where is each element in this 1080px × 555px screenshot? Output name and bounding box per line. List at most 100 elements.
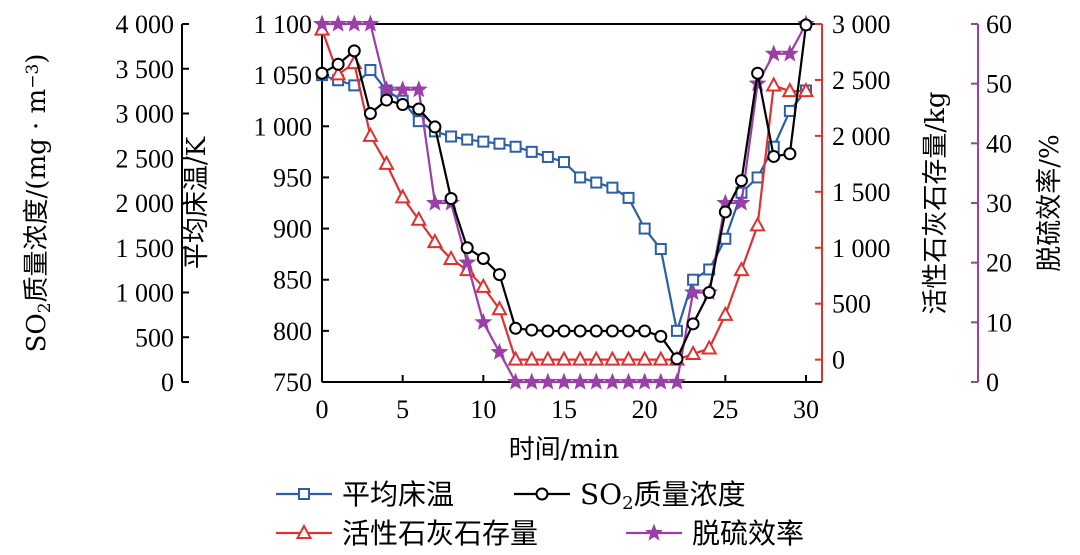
data-point-efficiency — [555, 372, 573, 390]
data-point-limestone — [329, 65, 347, 81]
data-point-limestone — [571, 350, 589, 366]
data-point-limestone — [491, 300, 508, 316]
so2-tick-label: 1 000 — [116, 279, 175, 308]
data-point-so2 — [460, 241, 474, 255]
data-point-limestone — [507, 350, 524, 366]
data-point-efficiency — [780, 44, 799, 62]
data-point-limestone — [362, 126, 379, 142]
legend-label-temp: 平均床温 — [342, 478, 454, 511]
efficiency-axis-label: 脱硫效率/% — [1035, 134, 1065, 271]
data-point-temp — [574, 171, 587, 184]
limestone-axis-label: 活性石灰石存量/kg — [921, 91, 951, 314]
data-point-efficiency — [651, 372, 670, 390]
so2-axis-label-main: SO — [22, 313, 52, 352]
data-point-efficiency — [764, 44, 783, 62]
data-point-so2 — [380, 93, 394, 107]
so2-tick-label: 500 — [135, 323, 174, 352]
efficiency-tick-label: 20 — [986, 249, 1012, 278]
data-point-efficiency — [329, 14, 348, 32]
limestone-tick-label: 2 500 — [832, 66, 891, 95]
data-point-so2 — [767, 149, 781, 163]
data-point-so2 — [444, 192, 458, 206]
legend-label-sub: 2 — [622, 493, 633, 514]
data-point-efficiency — [506, 372, 525, 390]
data-point-limestone — [539, 350, 557, 366]
data-point-efficiency — [684, 283, 703, 301]
efficiency-tick-label: 0 — [986, 368, 999, 397]
series-line-so2 — [321, 24, 808, 361]
data-point-limestone — [555, 350, 573, 366]
data-point-temp — [558, 156, 570, 169]
data-point-efficiency — [635, 372, 654, 390]
data-point-so2 — [525, 323, 539, 337]
data-point-efficiency — [490, 342, 509, 360]
series-so2 — [315, 18, 813, 366]
data-point-efficiency — [425, 193, 444, 211]
data-point-temp — [364, 64, 377, 77]
so2-axis-label-end: ) — [22, 54, 52, 64]
data-point-temp — [622, 191, 635, 204]
data-point-limestone — [733, 261, 750, 277]
data-point-efficiency — [458, 253, 477, 271]
legend-label-rest: 质量浓度 — [634, 478, 746, 511]
data-point-so2 — [412, 102, 426, 116]
data-point-efficiency — [603, 372, 622, 390]
data-point-limestone — [604, 350, 621, 366]
data-point-efficiency — [748, 74, 767, 92]
data-point-efficiency — [538, 372, 557, 390]
series-layer — [313, 14, 815, 390]
data-point-temp — [638, 222, 651, 235]
data-point-so2 — [315, 66, 329, 80]
data-point-temp — [670, 324, 683, 337]
data-point-so2 — [541, 324, 555, 338]
data-point-so2 — [589, 324, 603, 338]
data-point-efficiency — [393, 80, 412, 98]
data-point-efficiency — [571, 372, 590, 390]
data-point-temp — [654, 243, 667, 256]
data-point-efficiency — [361, 14, 380, 32]
legend-marker-so2 — [535, 487, 549, 501]
data-point-temp — [509, 140, 522, 153]
data-point-efficiency — [522, 372, 541, 390]
data-point-limestone — [701, 339, 718, 355]
data-point-so2 — [396, 98, 410, 112]
x-tick-label: 0 — [316, 395, 329, 424]
limestone-tick-label: 2 000 — [832, 122, 891, 151]
x-tick-label: 10 — [470, 395, 496, 424]
data-point-limestone — [684, 344, 702, 361]
limestone-tick-label: 1 500 — [832, 178, 891, 207]
data-point-limestone — [797, 82, 815, 98]
data-point-so2 — [654, 329, 668, 343]
so2-tick-label: 3 500 — [116, 55, 175, 84]
data-point-efficiency — [345, 14, 364, 32]
legend-item-temp: 平均床温 — [276, 478, 454, 511]
so2-tick-label: 2 500 — [116, 144, 175, 173]
data-point-temp — [541, 150, 554, 163]
x-tick-label: 15 — [551, 395, 577, 424]
data-point-temp — [525, 145, 538, 158]
data-point-so2 — [734, 174, 748, 188]
legend-marker-temp — [298, 488, 310, 500]
data-point-limestone — [717, 305, 734, 321]
legend-label-text: SO — [580, 478, 622, 511]
temp-tick-label: 1 050 — [254, 61, 313, 90]
data-point-efficiency — [409, 80, 428, 98]
legend-marker-efficiency — [645, 523, 663, 541]
so2-axis-label: SO2质量浓度/(mg · m−3) — [22, 54, 55, 353]
data-point-efficiency — [619, 372, 638, 390]
data-point-limestone — [620, 350, 637, 366]
data-point-temp — [493, 137, 506, 150]
data-point-efficiency — [377, 80, 396, 98]
data-point-limestone — [475, 277, 492, 293]
legend-label-efficiency: 脱硫效率 — [692, 517, 804, 550]
data-point-so2 — [718, 205, 732, 219]
data-point-efficiency — [587, 372, 606, 390]
data-point-limestone — [394, 188, 411, 204]
so2-tick-label: 4 000 — [116, 10, 175, 39]
efficiency-tick-label: 40 — [986, 129, 1012, 158]
data-point-temp — [461, 133, 474, 146]
data-point-so2 — [799, 18, 813, 32]
data-point-so2 — [476, 251, 490, 265]
data-point-efficiency — [732, 193, 751, 211]
